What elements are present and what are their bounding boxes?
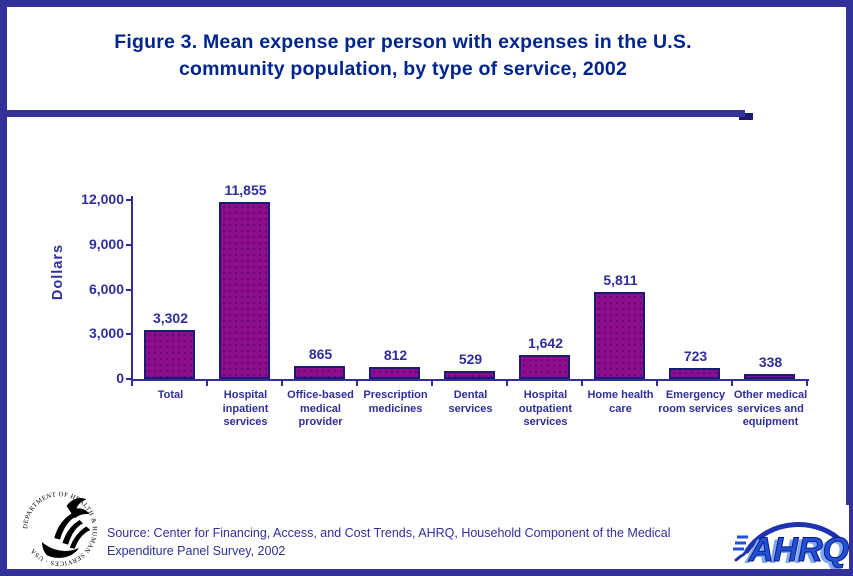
- x-tick-mark: [356, 381, 358, 386]
- x-category-label: Hospital outpatient services: [518, 389, 573, 428]
- hhs-logo: DEPARTMENT OF HEALTH & HUMAN SERVICES · …: [13, 488, 107, 570]
- x-tick-mark: [131, 381, 133, 386]
- y-axis-line: [131, 196, 133, 381]
- source-note: Source: Center for Financing, Access, an…: [107, 526, 671, 558]
- bar-value-label: 11,855: [224, 182, 267, 198]
- x-tick-mark: [431, 381, 433, 386]
- x-category-label: Office-based medical provider: [287, 389, 354, 428]
- bar-slot: 1,642: [508, 200, 583, 379]
- figure-title-line2: community population, by type of service…: [178, 58, 628, 80]
- bar-slot: 812: [358, 200, 433, 379]
- bar-slot: 529: [433, 200, 508, 379]
- ahrq-wordmark: AHRQ AHRQ: [744, 531, 850, 572]
- bar-slot: 338: [733, 200, 808, 379]
- bar: [594, 292, 645, 379]
- x-category-label: Other medical services and equipment: [733, 389, 808, 428]
- x-axis-line: [131, 379, 809, 381]
- x-tick-mark: [581, 381, 583, 386]
- x-category-label: Dental services: [448, 389, 493, 415]
- svg-text:AHRQ: AHRQ: [748, 531, 849, 569]
- bar-slot: 5,811: [583, 200, 658, 379]
- bar-value-label: 338: [758, 354, 783, 370]
- bar-value-label: 5,811: [603, 272, 638, 288]
- y-tick-mark: [126, 378, 131, 380]
- bar: [369, 367, 420, 379]
- x-category-label: Hospital inpatient services: [222, 389, 269, 428]
- bar: [669, 368, 720, 379]
- figure-title: Figure 3. Mean expense per person with e…: [50, 29, 756, 83]
- y-tick-label: 9,000: [88, 235, 124, 252]
- x-tick-mark: [656, 381, 658, 386]
- ahrq-logo: AHRQ AHRQ: [731, 505, 850, 572]
- svg-text:AHRQ: AHRQ: [744, 533, 845, 569]
- bar-value-label: 3,302: [152, 310, 189, 326]
- bar: [744, 374, 795, 379]
- y-tick-mark: [126, 288, 131, 291]
- ahrq-speed-lines: [733, 535, 748, 551]
- bar-slot: 3,302: [133, 200, 208, 379]
- bar-value-label: 529: [458, 351, 483, 367]
- bar-slot: 865: [283, 200, 358, 379]
- bar: [219, 202, 270, 379]
- x-tick-mark: [206, 381, 208, 386]
- bar-value-label: 723: [683, 348, 708, 364]
- x-category-label: Total: [157, 389, 184, 401]
- x-category-label: Prescription medicines: [363, 389, 428, 415]
- bar-slot: 723: [658, 200, 733, 379]
- x-axis-labels: Total Hospital inpatient services Office-b…: [133, 389, 808, 469]
- bar: [144, 330, 195, 379]
- plot-area: 3,302 11,855 865 812 529 1,642 5,811 723 338: [133, 182, 808, 379]
- title-divider-endcap: [739, 113, 753, 120]
- y-tick-label: 0: [116, 370, 124, 386]
- bar-value-label: 865: [308, 346, 333, 362]
- x-category-label: Emergency room services: [658, 389, 733, 415]
- x-tick-mark: [731, 381, 733, 386]
- hhs-eagle-icon: [41, 498, 91, 558]
- bar: [519, 355, 570, 379]
- x-category-label: Home health care: [587, 389, 654, 415]
- bar: [444, 371, 495, 379]
- x-tick-mark: [506, 381, 508, 386]
- bar: [294, 366, 345, 379]
- bar-slot: 11,855: [208, 182, 283, 379]
- y-tick-label: 12,000: [81, 191, 124, 207]
- y-tick-label: 6,000: [88, 280, 124, 297]
- y-tick-mark: [126, 243, 131, 246]
- y-tick-mark: [126, 199, 131, 201]
- x-tick-mark: [806, 381, 808, 386]
- bar-value-label: 1,642: [527, 335, 564, 351]
- figure-title-line1: Figure 3. Mean expense per person with e…: [114, 31, 692, 53]
- ahrq-arc: [734, 522, 847, 562]
- y-tick-label: 3,000: [88, 325, 124, 342]
- x-tick-mark: [281, 381, 283, 386]
- bar-value-label: 812: [383, 347, 408, 363]
- title-divider: [0, 110, 745, 117]
- y-tick-mark: [126, 333, 131, 336]
